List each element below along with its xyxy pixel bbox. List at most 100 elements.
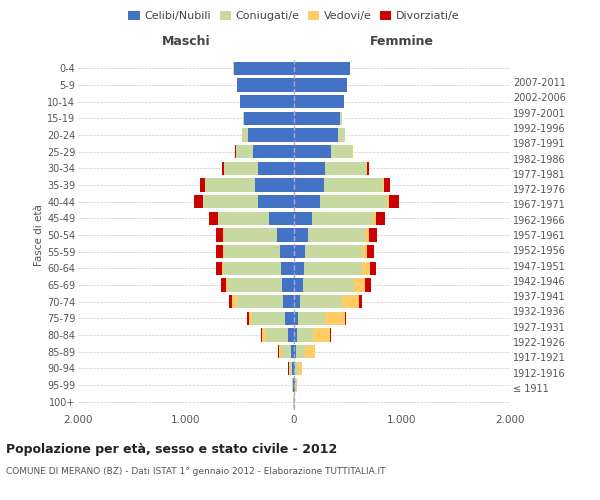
Bar: [365, 278, 371, 291]
Bar: [338, 128, 345, 141]
Bar: [320, 195, 387, 208]
Bar: [367, 162, 369, 175]
Bar: [294, 145, 331, 158]
Bar: [218, 212, 269, 225]
Bar: [294, 312, 298, 325]
Text: Popolazione per età, sesso e stato civile - 2012: Popolazione per età, sesso e stato civil…: [6, 442, 337, 456]
Bar: [294, 78, 347, 92]
Bar: [373, 212, 376, 225]
Bar: [236, 145, 253, 158]
Bar: [280, 245, 294, 258]
Y-axis label: Fasce di età: Fasce di età: [34, 204, 44, 266]
Bar: [302, 278, 355, 291]
Bar: [226, 278, 228, 291]
Bar: [325, 162, 367, 175]
Bar: [194, 195, 203, 208]
Bar: [370, 262, 376, 275]
Bar: [269, 212, 294, 225]
Bar: [355, 278, 365, 291]
Legend: Celibi/Nubili, Coniugati/e, Vedovi/e, Divorziati/e: Celibi/Nubili, Coniugati/e, Vedovi/e, Di…: [124, 6, 464, 25]
Bar: [224, 245, 280, 258]
Bar: [301, 295, 341, 308]
Bar: [228, 278, 282, 291]
Bar: [229, 295, 232, 308]
Bar: [223, 245, 224, 258]
Bar: [203, 195, 259, 208]
Bar: [279, 345, 281, 358]
Bar: [260, 328, 262, 342]
Bar: [345, 312, 346, 325]
Bar: [281, 262, 294, 275]
Bar: [294, 295, 301, 308]
Bar: [266, 328, 287, 342]
Bar: [387, 195, 389, 208]
Bar: [243, 112, 244, 125]
Bar: [383, 178, 390, 192]
Bar: [294, 262, 304, 275]
Bar: [224, 162, 259, 175]
Bar: [294, 128, 338, 141]
Bar: [200, 178, 205, 192]
Bar: [259, 162, 294, 175]
Bar: [224, 262, 281, 275]
Bar: [324, 178, 383, 192]
Bar: [232, 295, 237, 308]
Bar: [365, 228, 369, 241]
Bar: [247, 312, 248, 325]
Bar: [222, 262, 224, 275]
Bar: [362, 262, 370, 275]
Bar: [294, 228, 308, 241]
Bar: [237, 295, 283, 308]
Bar: [294, 195, 320, 208]
Bar: [294, 95, 344, 108]
Bar: [329, 328, 331, 342]
Bar: [216, 262, 222, 275]
Bar: [298, 312, 325, 325]
Bar: [291, 345, 294, 358]
Bar: [369, 228, 377, 241]
Bar: [331, 145, 352, 158]
Text: COMUNE DI MERANO (BZ) - Dati ISTAT 1° gennaio 2012 - Elaborazione TUTTITALIA.IT: COMUNE DI MERANO (BZ) - Dati ISTAT 1° ge…: [6, 468, 386, 476]
Bar: [294, 278, 302, 291]
Bar: [205, 178, 255, 192]
Bar: [292, 362, 294, 375]
Bar: [255, 178, 294, 192]
Bar: [286, 312, 294, 325]
Bar: [296, 345, 305, 358]
Text: Femmine: Femmine: [370, 34, 434, 48]
Bar: [294, 328, 297, 342]
Bar: [325, 312, 345, 325]
Bar: [294, 178, 324, 192]
Bar: [216, 245, 223, 258]
Bar: [216, 228, 223, 241]
Bar: [221, 162, 224, 175]
Bar: [233, 62, 294, 75]
Bar: [389, 195, 399, 208]
Bar: [297, 328, 313, 342]
Bar: [221, 278, 226, 291]
Bar: [376, 212, 385, 225]
Bar: [282, 278, 294, 291]
Bar: [209, 212, 218, 225]
Bar: [281, 345, 291, 358]
Bar: [292, 378, 293, 392]
Bar: [248, 312, 252, 325]
Text: Maschi: Maschi: [161, 34, 211, 48]
Bar: [294, 162, 325, 175]
Bar: [313, 212, 373, 225]
Bar: [359, 295, 362, 308]
Bar: [262, 328, 266, 342]
Bar: [308, 228, 365, 241]
Bar: [240, 95, 294, 108]
Bar: [304, 262, 362, 275]
Bar: [294, 245, 305, 258]
Bar: [252, 312, 286, 325]
Bar: [244, 112, 294, 125]
Bar: [289, 362, 292, 375]
Bar: [253, 145, 294, 158]
Bar: [237, 78, 294, 92]
Bar: [287, 328, 294, 342]
Bar: [224, 228, 277, 241]
Bar: [305, 345, 314, 358]
Bar: [294, 362, 295, 375]
